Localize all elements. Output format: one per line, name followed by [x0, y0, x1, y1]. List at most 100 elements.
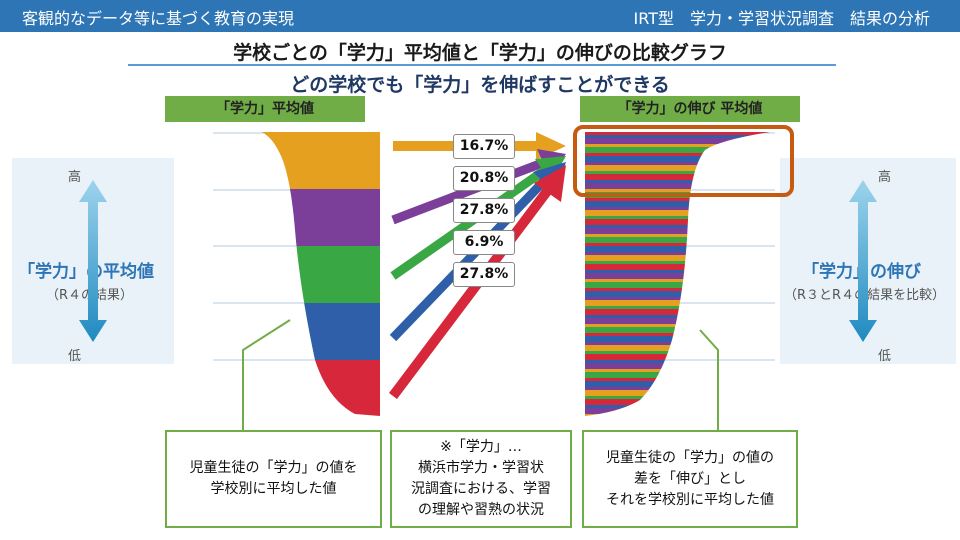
middle-note-box: ※「学力」… 横浜市学力・学習状 況調査における、学習 の理解や習熟の状況 [390, 430, 572, 528]
percentage-label-1: 16.7% [453, 134, 515, 159]
growth-stripe [585, 177, 770, 180]
growth-stripe [585, 234, 770, 237]
growth-stripe [585, 315, 770, 318]
growth-stripe [585, 135, 770, 138]
right-chart-tag: 「学力」の伸び 平均値 [580, 96, 800, 122]
band-purple [262, 189, 380, 246]
growth-stripe [585, 261, 770, 264]
header-left-text: 客観的なデータ等に基づく教育の実現 [22, 9, 295, 28]
growth-stripe [585, 297, 770, 300]
growth-stripe [585, 225, 770, 228]
growth-stripe [585, 189, 770, 192]
growth-stripe [585, 237, 770, 240]
growth-stripe [585, 396, 770, 399]
growth-stripe [585, 252, 770, 255]
header-right-text: IRT型 学力・学習状況調査 結果の分析 [633, 9, 930, 28]
growth-stripe [585, 300, 770, 303]
growth-stripe [585, 243, 770, 246]
growth-stripe [585, 303, 770, 306]
growth-stripe [585, 270, 770, 273]
growth-stripe [585, 408, 770, 411]
growth-stripe [585, 285, 770, 288]
growth-stripe [585, 321, 770, 324]
growth-stripe [585, 174, 770, 177]
growth-stripe [585, 414, 770, 416]
growth-stripe [585, 246, 770, 249]
growth-stripe [585, 333, 770, 336]
growth-stripe [585, 309, 770, 312]
percentage-label-4: 6.9% [453, 230, 515, 255]
growth-stripe [585, 180, 770, 183]
growth-stripe [585, 231, 770, 234]
growth-stripe [585, 171, 770, 174]
growth-stripe [585, 312, 770, 315]
growth-stripe [585, 255, 770, 258]
growth-stripe [585, 387, 770, 390]
growth-stripe [585, 381, 770, 384]
growth-stripe [585, 207, 770, 210]
growth-stripe [585, 138, 770, 141]
growth-stripe [585, 384, 770, 387]
left-low-label: 低 [68, 349, 82, 364]
growth-stripe [585, 159, 770, 162]
growth-stripe [585, 273, 770, 276]
growth-stripe [585, 318, 770, 321]
top-growth-highlight [573, 125, 794, 197]
growth-stripe [585, 366, 770, 369]
left-chart-tag: 「学力」平均値 [165, 96, 365, 122]
growth-stripe [585, 324, 770, 327]
growth-stripe [585, 294, 770, 297]
growth-stripe [585, 183, 770, 186]
growth-stripe [585, 330, 770, 333]
growth-stripe [585, 147, 770, 150]
percentage-label-5: 27.8% [453, 262, 515, 287]
growth-stripe [585, 219, 770, 222]
growth-stripe [585, 210, 770, 213]
page-title: 学校ごとの「学力」平均値と「学力」の伸びの比較グラフ [233, 42, 727, 64]
growth-stripe [585, 369, 770, 372]
page-subtitle: どの学校でも「学力」を伸ばすことができる [290, 74, 670, 96]
growth-stripe [585, 156, 770, 159]
growth-stripe [585, 216, 770, 219]
growth-stripe [585, 213, 770, 216]
growth-stripe [585, 165, 770, 168]
growth-stripe [585, 198, 770, 201]
growth-stripe [585, 150, 770, 153]
growth-stripe [585, 249, 770, 252]
title-divider [128, 64, 836, 66]
left-updown-arrow [79, 180, 107, 342]
growth-stripe [585, 372, 770, 375]
growth-stripe [585, 267, 770, 270]
right-updown-arrow [849, 180, 877, 342]
growth-stripe [585, 348, 770, 351]
growth-stripe [585, 354, 770, 357]
red-arrow [389, 165, 566, 400]
growth-stripe [585, 351, 770, 354]
growth-stripe [585, 168, 770, 171]
growth-distribution [585, 132, 775, 420]
growth-stripe [585, 258, 770, 261]
right-low-label: 低 [878, 349, 892, 364]
growth-stripe [585, 405, 770, 408]
left-side-title: 「学力」の平均値 [18, 262, 154, 282]
growth-stripe [585, 390, 770, 393]
average-score-distribution [262, 132, 380, 416]
band-orange [262, 132, 380, 189]
growth-stripe [585, 393, 770, 396]
growth-stripe [585, 399, 770, 402]
growth-stripe [585, 327, 770, 330]
growth-stripe [585, 363, 770, 366]
growth-stripe [585, 264, 770, 267]
right-high-label: 高 [878, 170, 892, 185]
right-note-box: 児童生徒の「学力」の値の 差を「伸び」とし それを学校別に平均した値 [582, 430, 798, 528]
band-green [262, 246, 380, 303]
growth-stripe [585, 288, 770, 291]
percentage-label-2: 20.8% [453, 166, 515, 191]
growth-stripe [585, 378, 770, 381]
growth-stripe [585, 279, 770, 282]
growth-stripe [585, 339, 770, 342]
growth-stripe [585, 417, 775, 420]
header-bar: 客観的なデータ等に基づく教育の実現 IRT型 学力・学習状況調査 結果の分析 [0, 0, 960, 32]
growth-stripe [585, 336, 770, 339]
